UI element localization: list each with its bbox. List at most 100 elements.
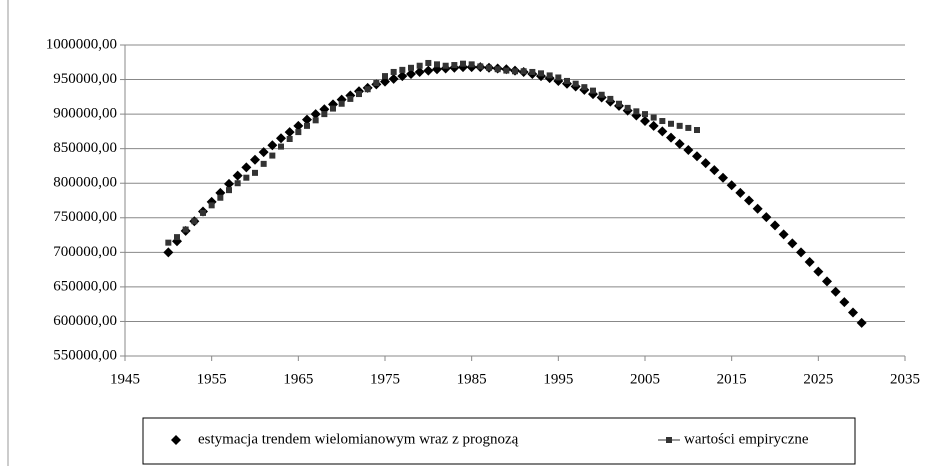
point [260,160,267,167]
point [735,187,746,198]
point [208,202,215,209]
point [520,68,527,75]
point [200,209,206,216]
point [406,69,416,80]
point [191,218,198,225]
point [312,117,319,124]
x-tick-label: 1945 [110,371,140,387]
legend-box [142,417,856,465]
point [477,63,484,70]
point [373,80,380,87]
point [770,220,780,231]
point [278,143,284,150]
point [839,297,850,308]
point [676,122,683,129]
point [293,120,304,131]
point [642,111,648,118]
point [744,195,754,206]
point [224,178,234,189]
y-tick-label: 1000000,00 [46,36,117,52]
point [607,95,614,102]
point [258,147,269,158]
point [252,169,258,176]
point [503,67,510,74]
point [442,62,449,69]
point [657,126,668,137]
point [546,72,553,79]
x-tick-label: 1975 [370,371,400,387]
legend-label: wartości empiryczne [684,431,809,447]
point [347,95,354,102]
point [494,66,501,73]
point [512,68,518,75]
legend-label: estymacja trendem wielomianowym wraz z p… [198,431,519,447]
point [460,60,466,67]
y-tick-label: 950000,00 [53,71,117,87]
legend-marker [171,435,181,445]
point [616,100,622,107]
point [822,276,832,287]
point [752,203,763,214]
point [648,120,659,131]
y-tick-label: 750000,00 [53,209,117,225]
point [226,187,232,194]
point [232,170,243,181]
point [243,174,250,181]
x-tick-label: 1985 [457,371,487,387]
point [674,138,685,149]
point [364,86,371,93]
point [529,68,536,75]
point [321,111,328,118]
point [295,129,302,136]
point [813,266,824,277]
point [624,104,631,111]
point [685,124,692,131]
point [397,71,408,82]
point [856,317,867,328]
point [356,91,362,98]
y-tick-label: 850000,00 [53,140,117,156]
point [434,61,440,68]
y-tick-label: 800000,00 [53,175,117,191]
x-tick-label: 1965 [283,371,313,387]
point [388,73,399,84]
point [267,140,278,151]
point [761,212,772,223]
point [217,194,224,201]
point [390,68,397,75]
point [416,62,423,69]
point [692,151,702,162]
y-tick-label: 700000,00 [53,244,117,260]
point [659,118,666,125]
point [709,165,720,176]
point [451,62,458,69]
x-tick-label: 1955 [197,371,227,387]
point [338,100,345,107]
point [598,91,605,98]
point [572,80,579,87]
point [668,120,674,127]
x-tick-label: 2005 [630,371,660,387]
point [330,105,336,112]
point [538,70,544,77]
y-tick-label: 900000,00 [53,106,117,122]
y-tick-label: 600000,00 [53,313,117,329]
point [382,73,388,80]
point [165,239,172,246]
x-tick-label: 2015 [717,371,747,387]
point [399,66,406,73]
point [564,77,570,84]
point [590,87,596,94]
point [555,74,562,81]
point [286,135,293,142]
x-tick-label: 2035 [890,371,920,387]
point [787,238,798,249]
y-tick-label: 650000,00 [53,278,117,294]
point [666,132,676,143]
point [640,116,650,127]
point [718,172,728,183]
point [650,114,657,121]
point [486,64,492,71]
point [633,108,640,115]
